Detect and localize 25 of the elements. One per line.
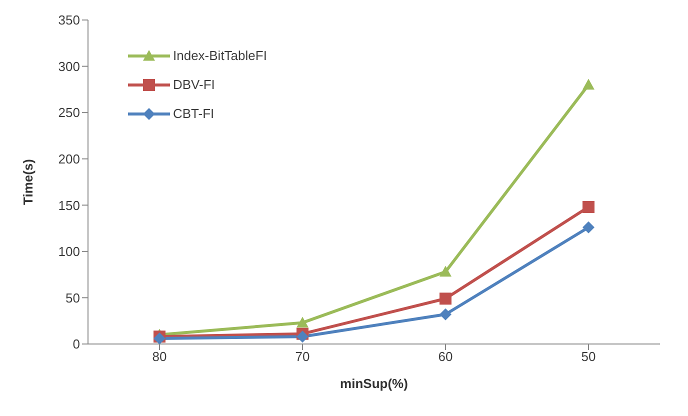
legend-label: Index-BitTableFI xyxy=(173,48,267,63)
point xyxy=(296,330,308,343)
y-tick-label: 50 xyxy=(66,290,80,306)
point xyxy=(440,308,452,320)
x-tick-label: 70 xyxy=(295,349,310,364)
x-tick-label: 50 xyxy=(581,349,596,364)
point xyxy=(582,78,594,90)
x-tick-label: 80 xyxy=(152,349,167,364)
y-tick-label: 150 xyxy=(58,198,80,213)
y-tick-label: 250 xyxy=(58,105,80,120)
point xyxy=(296,316,308,328)
y-tick-label: 200 xyxy=(58,151,80,166)
legend-label: DBV-FI xyxy=(173,77,215,92)
y-tick-label: 100 xyxy=(58,244,80,260)
point xyxy=(582,221,594,234)
y-tick-label: 300 xyxy=(58,58,80,74)
y-axis-title: Time(s) xyxy=(20,159,36,205)
point xyxy=(582,200,594,213)
y-tick-label: 0 xyxy=(72,336,80,352)
legend-label: CBT-FI xyxy=(173,106,214,121)
point xyxy=(440,266,452,277)
x-tick-label: 60 xyxy=(438,349,453,364)
y-tick-label: 350 xyxy=(58,12,80,28)
point xyxy=(440,292,452,305)
x-axis-title: minSup(%) xyxy=(340,376,408,391)
